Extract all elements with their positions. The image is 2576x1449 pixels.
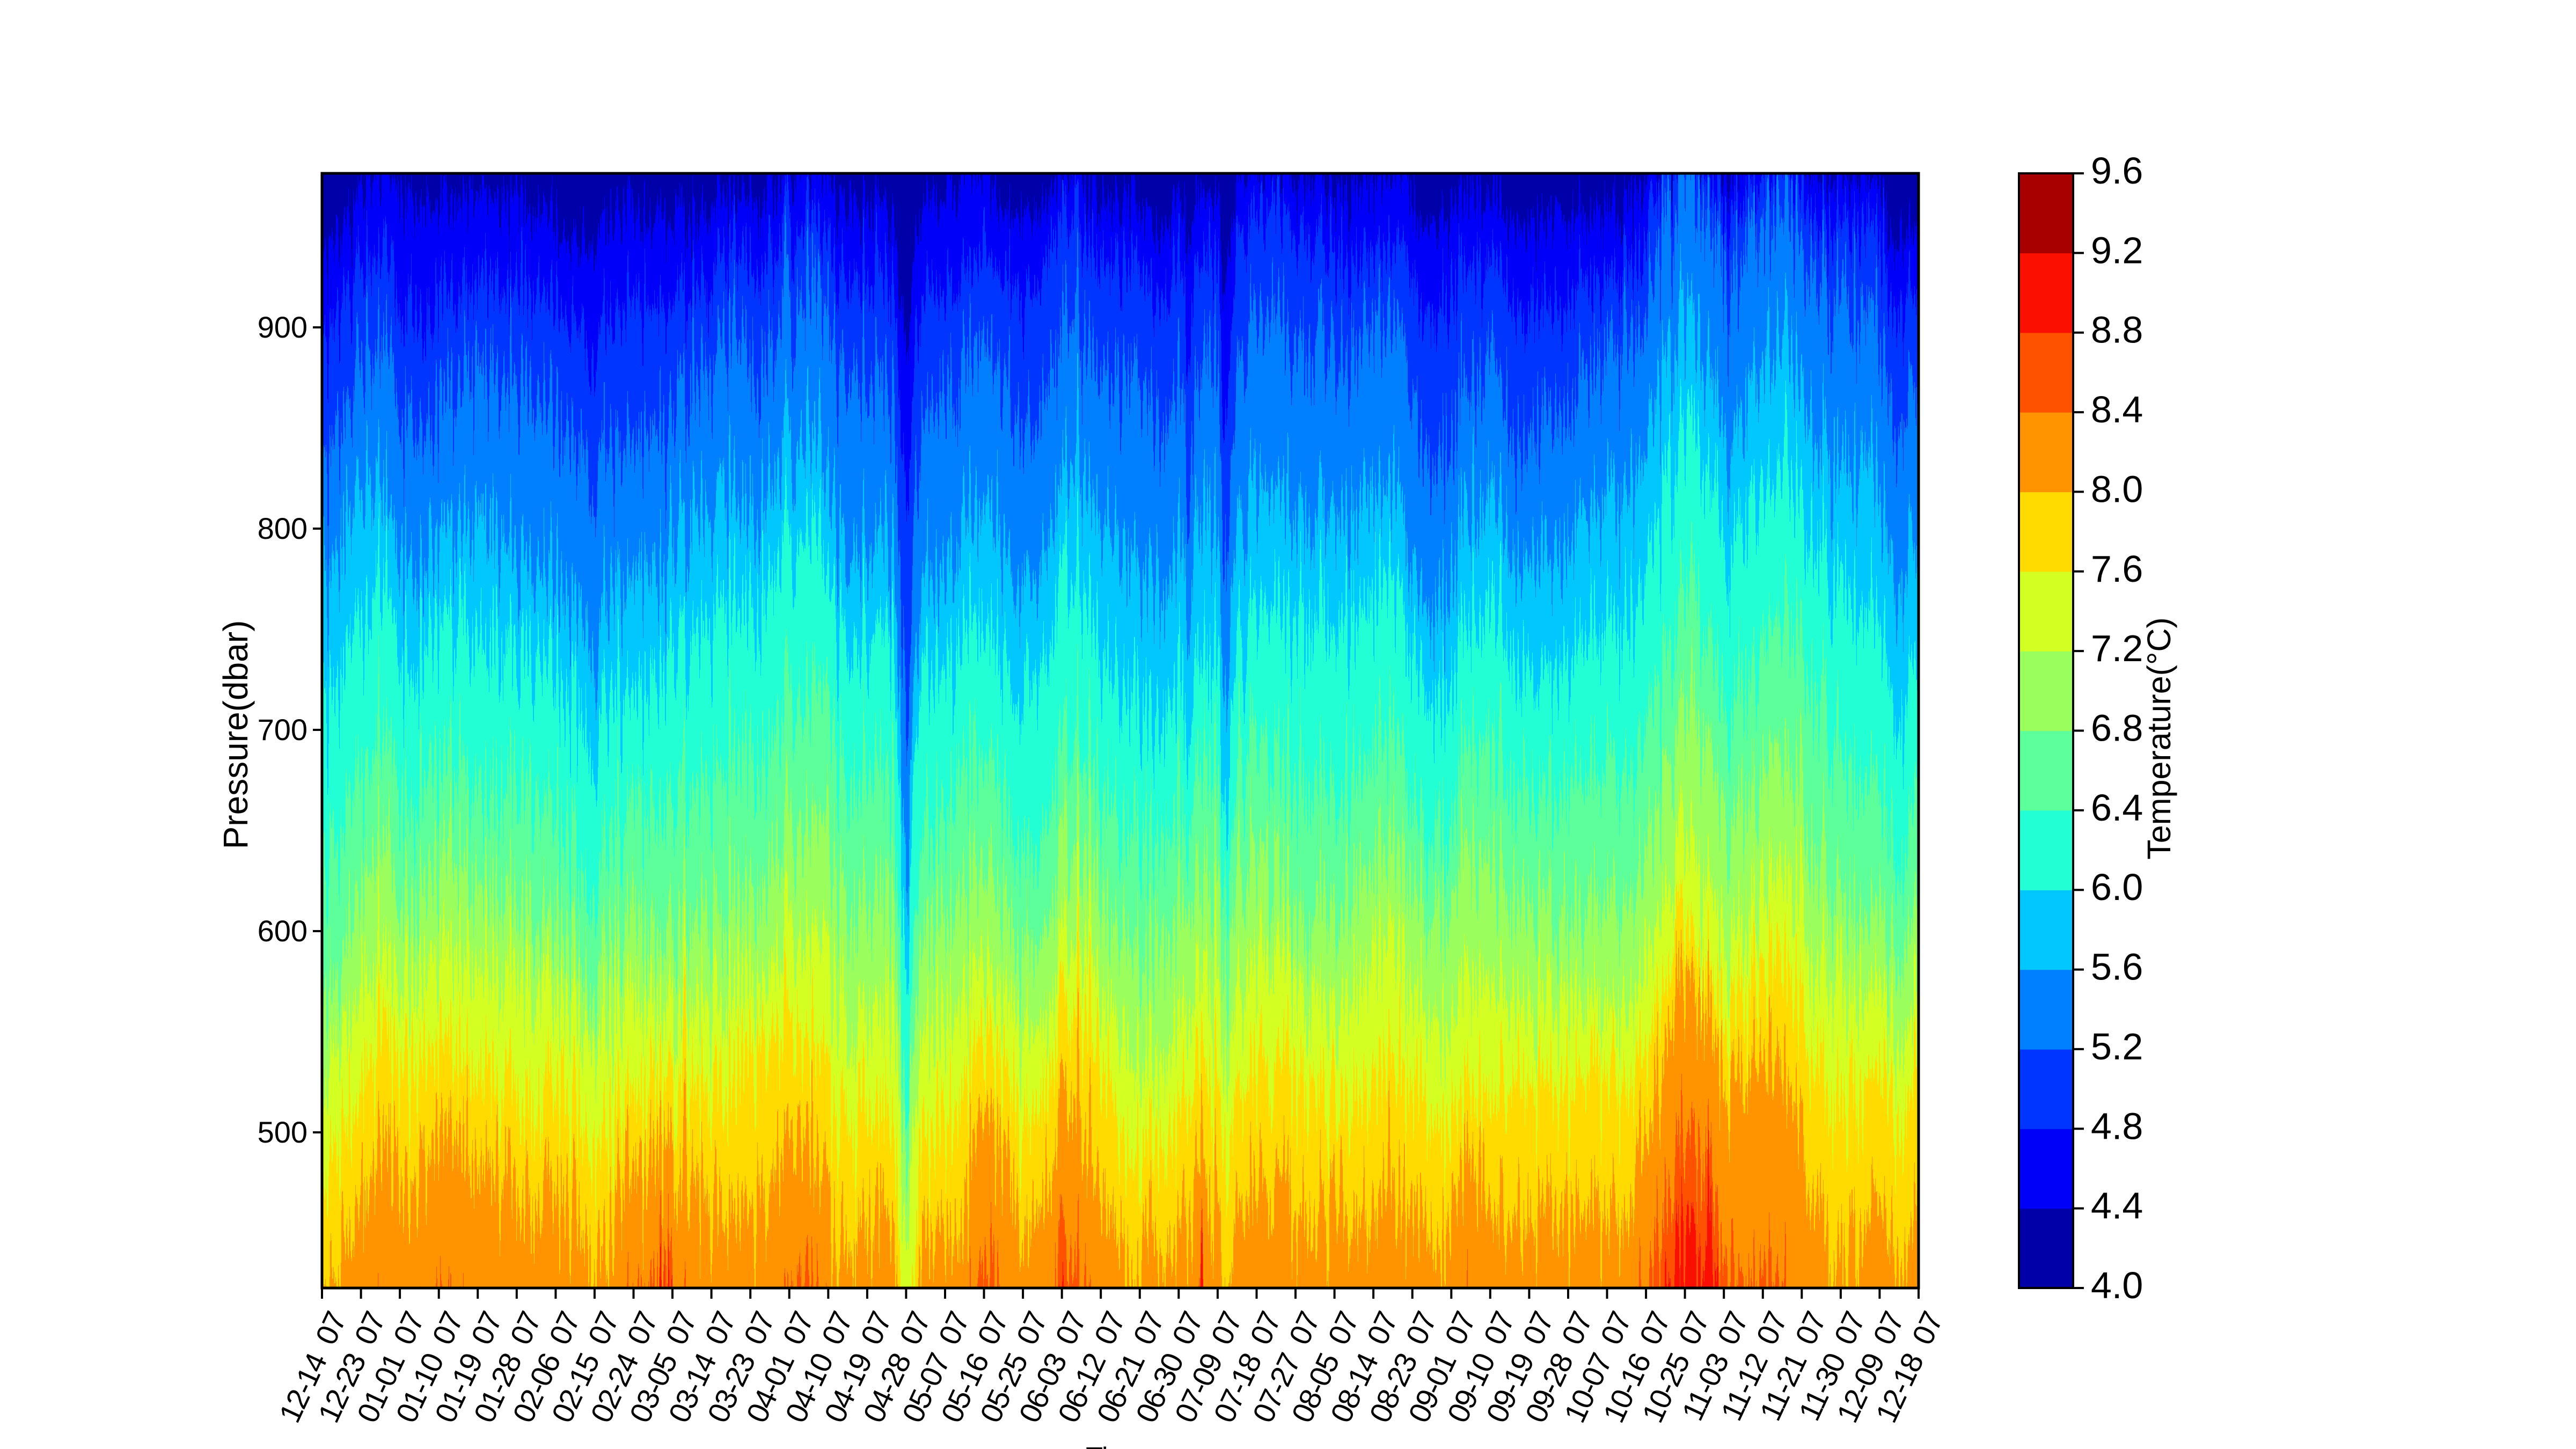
svg-text:4.0: 4.0: [2091, 1264, 2143, 1306]
svg-text:600: 600: [258, 914, 308, 948]
svg-text:5.6: 5.6: [2091, 946, 2143, 988]
svg-text:7.2: 7.2: [2091, 627, 2143, 669]
svg-text:8.8: 8.8: [2091, 309, 2143, 351]
svg-text:Temperature(°C): Temperature(°C): [2141, 617, 2177, 860]
svg-text:6.8: 6.8: [2091, 707, 2143, 749]
svg-text:8.0: 8.0: [2091, 468, 2143, 510]
svg-text:7.6: 7.6: [2091, 548, 2143, 590]
svg-text:Pressure(dbar): Pressure(dbar): [216, 620, 255, 850]
svg-text:500: 500: [258, 1115, 308, 1149]
svg-text:700: 700: [258, 713, 308, 747]
svg-text:4.8: 4.8: [2091, 1105, 2143, 1147]
svg-text:6.4: 6.4: [2091, 787, 2143, 829]
svg-text:8.4: 8.4: [2091, 389, 2143, 430]
svg-text:Time: Time: [1086, 1442, 1147, 1449]
svg-text:900: 900: [258, 310, 308, 344]
svg-text:5.2: 5.2: [2091, 1026, 2143, 1067]
svg-text:6.0: 6.0: [2091, 866, 2143, 908]
svg-text:4.4: 4.4: [2091, 1185, 2143, 1227]
svg-text:9.2: 9.2: [2091, 229, 2143, 271]
svg-text:9.6: 9.6: [2091, 150, 2143, 192]
svg-text:800: 800: [258, 511, 308, 545]
